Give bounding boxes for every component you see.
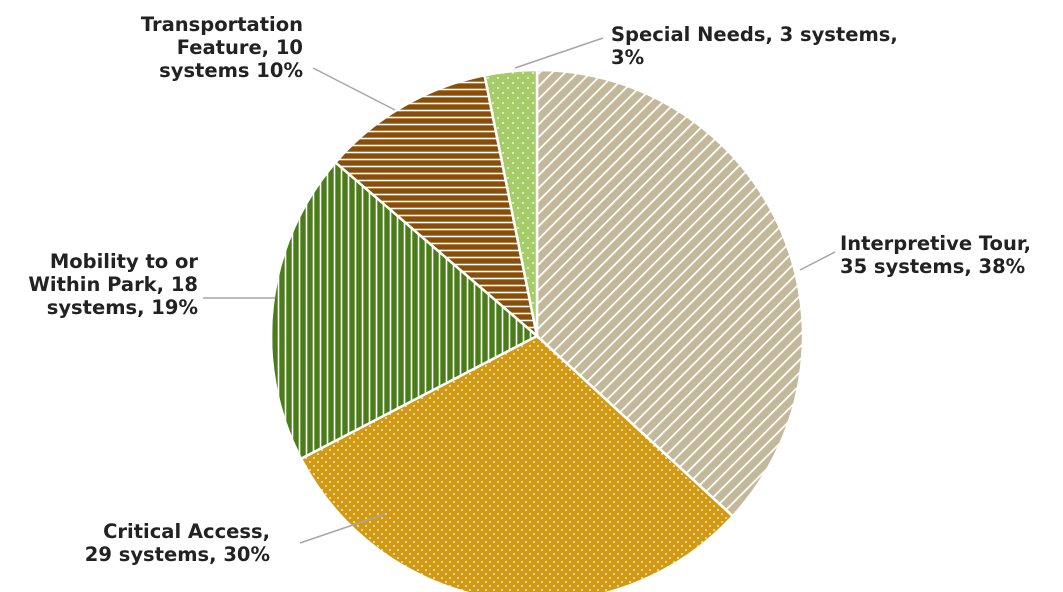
leader-line [299, 513, 386, 544]
pie-slice-critical-access [299, 334, 735, 592]
data-label-line: Mobility to or [49, 250, 198, 273]
leader-line [312, 67, 396, 111]
data-label-line: systems, 19% [46, 296, 198, 319]
data-label-line: 3% [611, 46, 645, 69]
data-label-line: Special Needs, 3 systems, [611, 23, 898, 46]
data-label-line: 35 systems, 38% [840, 255, 1026, 278]
data-label-critical-access: Critical Access, 29 systems, 30% [85, 520, 270, 566]
data-label-line: Critical Access, [103, 520, 270, 543]
pie-slice-interpretive-tour [535, 68, 805, 518]
data-label-special-needs: Special Needs, 3 systems, 3% [611, 23, 898, 69]
pie-slice-transportation-feature [333, 73, 539, 340]
data-label-transportation-feature: Transportation Feature, 10 systems 10% [141, 13, 303, 82]
data-label-interpretive-tour: Interpretive Tour, 35 systems, 38% [840, 232, 1031, 278]
data-label-line: systems 10% [159, 59, 303, 82]
data-label-line: Within Park, 18 [28, 273, 198, 296]
data-label-line: Interpretive Tour, [840, 232, 1031, 255]
pie-slice-mobility-to-or-within-park [269, 160, 540, 461]
data-label-line: Feature, 10 [176, 36, 303, 59]
data-label-line: Transportation [140, 13, 303, 36]
data-label-line: 29 systems, 30% [84, 543, 270, 566]
leader-line [799, 251, 836, 271]
data-label-mobility-to-or-within-park: Mobility to or Within Park, 18 systems, 19… [28, 250, 198, 319]
leader-line [514, 37, 604, 69]
pie-slice-special-needs [483, 68, 539, 337]
